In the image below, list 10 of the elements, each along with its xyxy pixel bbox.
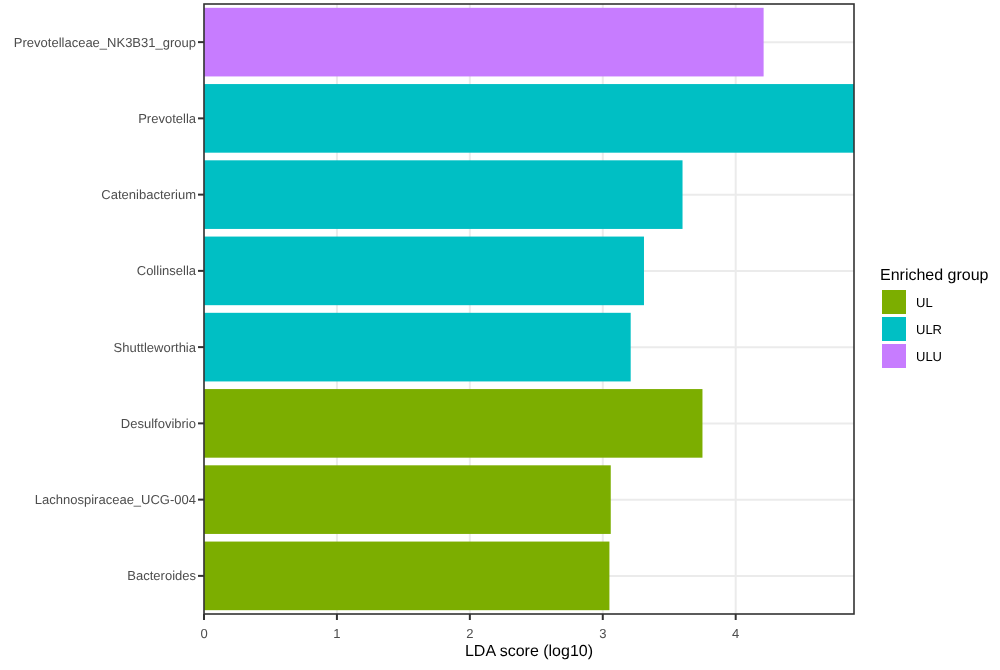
x-axis-title: LDA score (log10): [464, 642, 594, 660]
bar: [204, 389, 703, 458]
bar: [204, 465, 611, 534]
bar: [204, 312, 631, 382]
bar: [204, 160, 683, 229]
legend-title: Enriched group: [880, 266, 990, 284]
bar: [204, 236, 644, 306]
bar: [204, 84, 854, 153]
bar: [204, 7, 764, 77]
bar: [204, 541, 610, 611]
